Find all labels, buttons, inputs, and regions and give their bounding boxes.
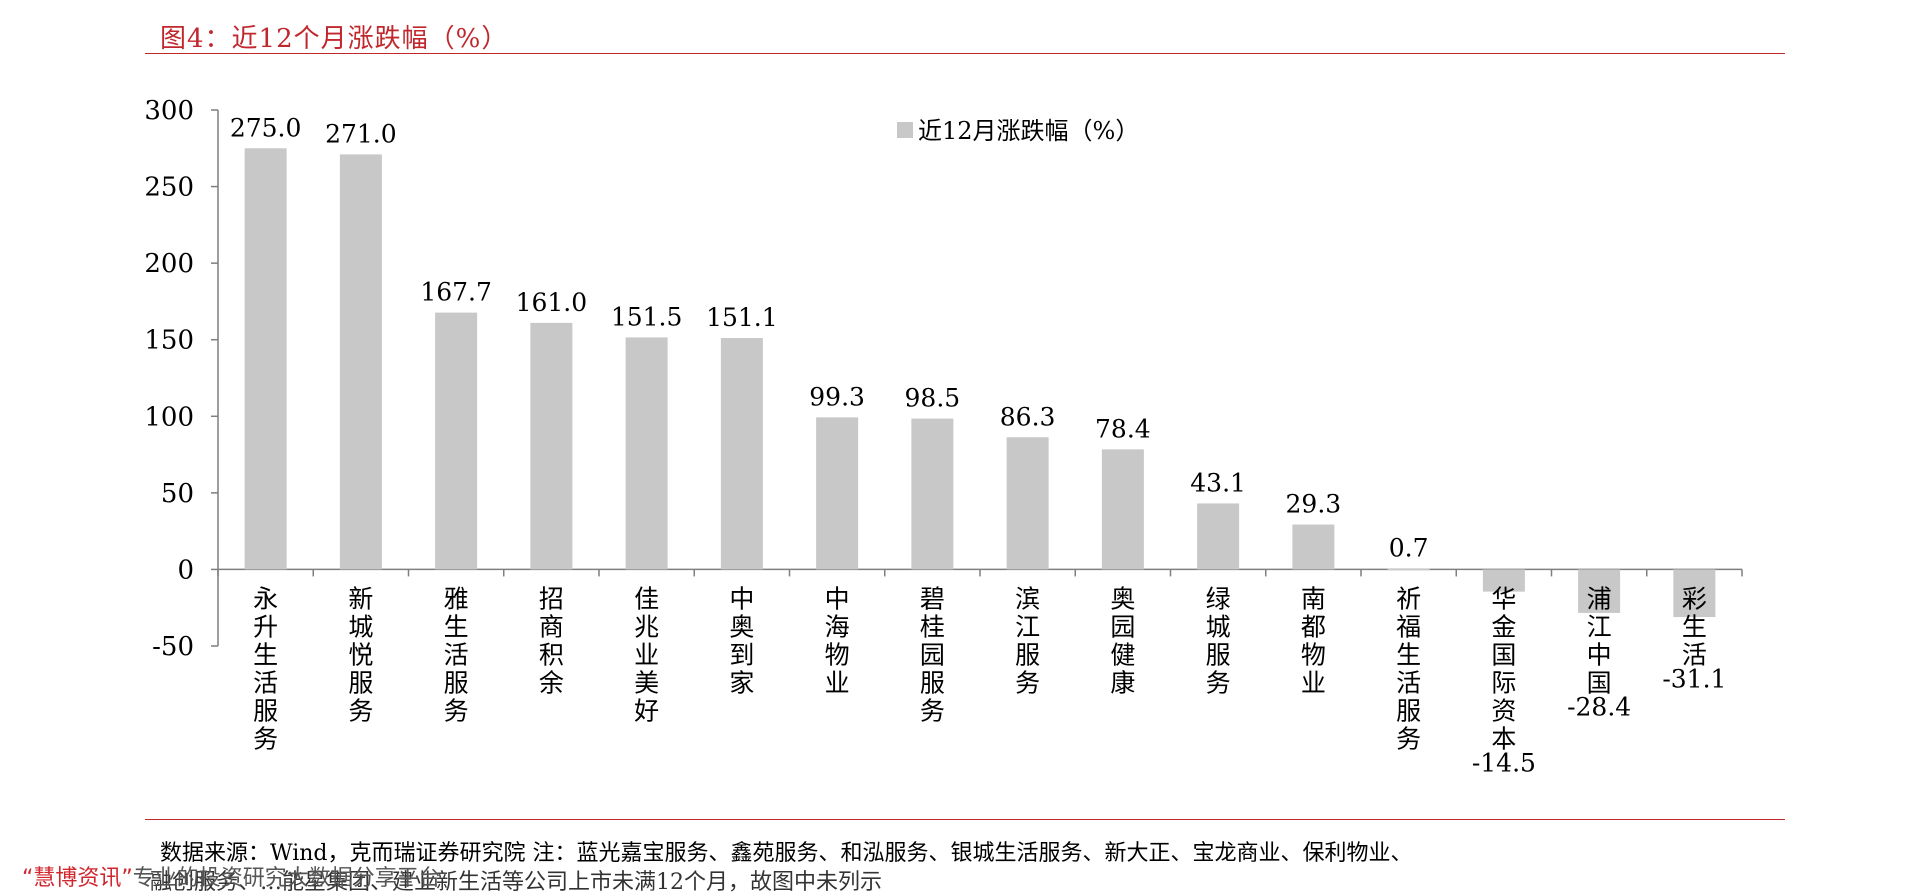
y-tick-label: 300 — [144, 96, 194, 126]
legend-swatch — [897, 122, 913, 138]
x-category-label: 华金国际资本 — [1491, 584, 1516, 753]
x-category-label: 滨江服务 — [1015, 584, 1040, 697]
y-tick-label: 200 — [144, 249, 194, 279]
data-label: 151.5 — [611, 302, 683, 331]
x-category-label: 碧桂园服务 — [920, 584, 945, 725]
bar — [1292, 524, 1335, 570]
data-label: 86.3 — [1000, 402, 1056, 431]
x-category-label: 佳兆业美好 — [634, 584, 659, 725]
x-category-label: 彩生活 — [1682, 584, 1707, 669]
x-category-label: 新城悦服务 — [348, 584, 373, 725]
bar — [339, 154, 382, 570]
data-label: 275.0 — [230, 113, 302, 142]
footer-divider — [145, 819, 1785, 820]
x-category-label: 雅生活服务 — [444, 584, 469, 725]
data-label: 0.7 — [1389, 533, 1429, 562]
figure-title: 图4：近12个月涨跌幅（%） — [160, 24, 509, 54]
y-tick-label: 0 — [177, 555, 194, 585]
x-category-label: 祈福生活服务 — [1396, 584, 1421, 753]
bar — [1578, 569, 1621, 613]
data-label: 29.3 — [1286, 490, 1342, 519]
source-note: 数据来源：Wind，克而瑞证券研究院 注：蓝光嘉宝服务、鑫苑服务、和泓服务、银城… — [160, 841, 1413, 866]
x-category-label: 浦江中国 — [1587, 584, 1612, 697]
watermark: “慧博资讯”专业的投资研究大数据分享平台 — [22, 860, 441, 892]
y-tick-label: 150 — [144, 326, 194, 356]
data-label: -14.5 — [1472, 748, 1536, 777]
bar — [911, 418, 954, 570]
bar — [244, 148, 287, 570]
data-label: 271.0 — [325, 119, 397, 148]
bar — [1006, 437, 1049, 570]
legend-label: 近12月涨跌幅（%） — [918, 117, 1139, 145]
data-label: 151.1 — [706, 303, 778, 332]
bar — [1673, 569, 1716, 618]
bar — [1197, 503, 1240, 570]
bar — [1387, 568, 1430, 571]
x-category-label: 中奥到家 — [729, 584, 754, 697]
x-category-label: 绿城服务 — [1206, 584, 1231, 697]
data-label: 99.3 — [809, 382, 865, 411]
bar — [1101, 449, 1144, 570]
data-label: 43.1 — [1190, 468, 1246, 497]
y-tick-label: -50 — [152, 632, 194, 662]
data-label: -31.1 — [1662, 664, 1726, 693]
x-category-label: 招商积余 — [539, 584, 564, 697]
bar — [530, 322, 573, 570]
title-divider — [145, 53, 1785, 54]
bar — [625, 337, 668, 570]
data-label: 78.4 — [1095, 414, 1151, 443]
y-tick-label: 100 — [144, 402, 194, 432]
data-label: 161.0 — [516, 288, 588, 317]
data-label: 98.5 — [905, 384, 961, 413]
x-category-label: 南都物业 — [1301, 584, 1326, 697]
y-tick-label: 250 — [144, 173, 194, 203]
x-category-label: 中海物业 — [825, 584, 850, 697]
y-tick-label: 50 — [161, 479, 194, 509]
data-label: 167.7 — [420, 278, 492, 307]
bar — [720, 338, 763, 570]
bar — [435, 312, 478, 570]
x-category-label: 永升生活服务 — [253, 584, 278, 753]
data-label: -28.4 — [1567, 692, 1631, 721]
bar — [1482, 569, 1525, 592]
bar — [816, 417, 859, 570]
x-category-label: 奥园健康 — [1110, 584, 1135, 697]
